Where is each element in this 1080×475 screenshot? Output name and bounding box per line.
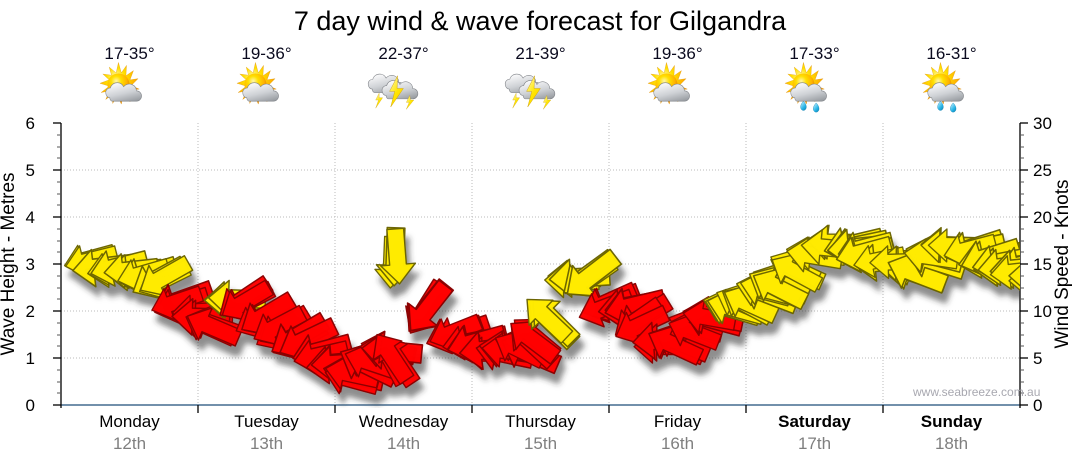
svg-text:6: 6 xyxy=(26,114,35,133)
svg-text:www.seabreeze.com.au: www.seabreeze.com.au xyxy=(912,385,1040,399)
svg-text:5: 5 xyxy=(1033,349,1042,368)
svg-text:15: 15 xyxy=(1033,255,1052,274)
svg-text:30: 30 xyxy=(1033,114,1052,133)
svg-text:Wind Speed - Knots: Wind Speed - Knots xyxy=(1052,180,1073,349)
svg-text:2: 2 xyxy=(26,302,35,321)
svg-text:5: 5 xyxy=(26,161,35,180)
svg-text:3: 3 xyxy=(26,255,35,274)
svg-text:Wave Height - Metres: Wave Height - Metres xyxy=(0,172,19,355)
svg-text:20: 20 xyxy=(1033,208,1052,227)
svg-text:0: 0 xyxy=(26,396,35,415)
svg-text:10: 10 xyxy=(1033,302,1052,321)
svg-text:25: 25 xyxy=(1033,161,1052,180)
svg-text:1: 1 xyxy=(26,349,35,368)
svg-text:4: 4 xyxy=(26,208,35,227)
